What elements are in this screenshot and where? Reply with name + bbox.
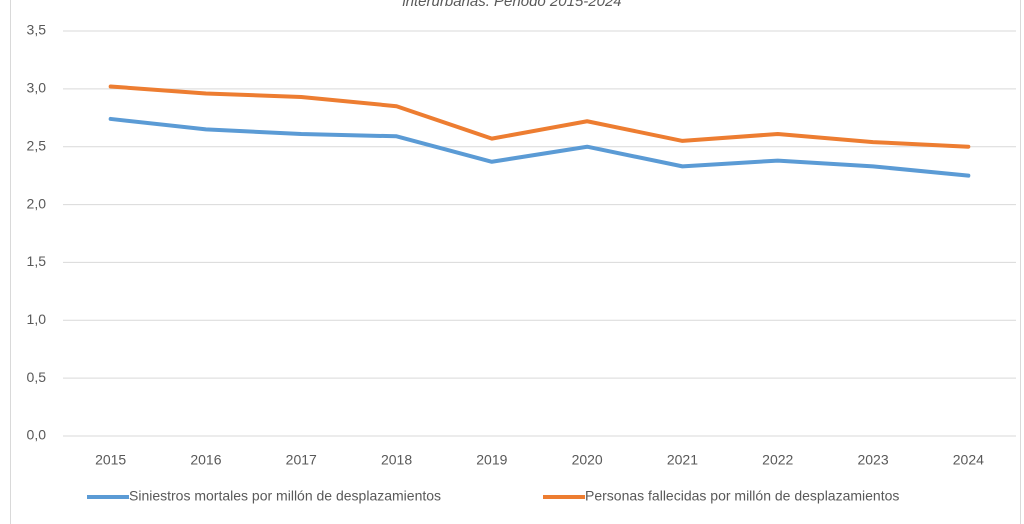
y-tick-label: 0,5 <box>27 369 47 385</box>
y-tick-label: 3,0 <box>27 80 47 96</box>
x-tick-label: 2015 <box>95 452 126 468</box>
y-tick-label: 2,5 <box>27 137 47 153</box>
x-tick-label: 2024 <box>953 452 984 468</box>
y-tick-label: 1,5 <box>27 253 47 269</box>
series-line <box>108 84 971 149</box>
x-tick-label: 2017 <box>286 452 317 468</box>
x-tick-label: 2022 <box>762 452 793 468</box>
x-tick-label: 2019 <box>476 452 507 468</box>
x-tick-label: 2020 <box>572 452 603 468</box>
y-tick-label: 1,0 <box>27 311 47 327</box>
chart-title: interurbanas. Periodo 2015-2024 <box>402 0 621 10</box>
legend-label: Personas fallecidas por millón de despla… <box>585 488 899 504</box>
y-tick-label: 2,0 <box>27 195 47 211</box>
x-tick-label: 2023 <box>857 452 888 468</box>
x-tick-label: 2018 <box>381 452 412 468</box>
x-tick-label: 2021 <box>667 452 698 468</box>
legend-label: Siniestros mortales por millón de despla… <box>129 488 441 504</box>
y-tick-label: 0,0 <box>27 427 47 443</box>
series-line <box>108 116 971 178</box>
x-tick-label: 2016 <box>190 452 221 468</box>
y-tick-label: 3,5 <box>27 22 47 38</box>
